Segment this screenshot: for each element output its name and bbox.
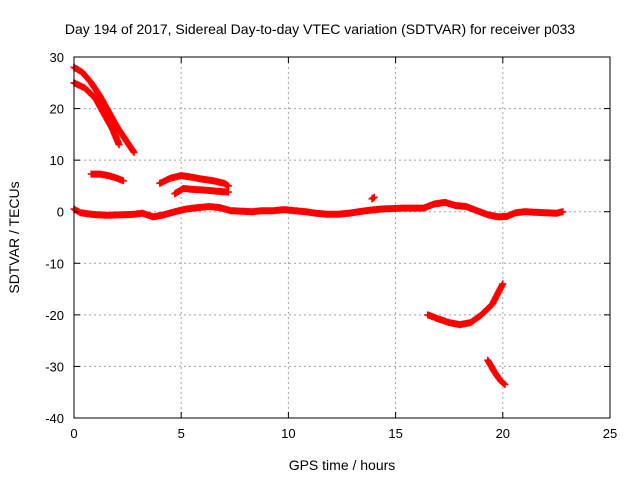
x-tick-label: 25 bbox=[603, 426, 617, 441]
x-tick-label: 20 bbox=[496, 426, 510, 441]
series-track-4 bbox=[156, 172, 232, 190]
y-tick-label: -10 bbox=[45, 256, 64, 271]
y-axis-label: SDTVAR / TECUs bbox=[6, 181, 22, 293]
data-point-markers bbox=[156, 172, 232, 190]
y-tick-label: 0 bbox=[57, 205, 64, 220]
x-tick-label: 5 bbox=[178, 426, 185, 441]
data-point-markers bbox=[171, 185, 232, 198]
data-point-markers bbox=[87, 170, 127, 185]
series-track-8 bbox=[424, 280, 507, 329]
data-point-markers bbox=[368, 193, 378, 203]
data-point-markers bbox=[484, 356, 509, 388]
y-tick-label: -30 bbox=[45, 359, 64, 374]
series-track-7 bbox=[368, 193, 378, 203]
series-track-5 bbox=[171, 185, 232, 198]
y-tick-label: 20 bbox=[50, 102, 64, 117]
data-point-markers bbox=[424, 280, 507, 329]
x-tick-label: 0 bbox=[70, 426, 77, 441]
x-tick-label: 15 bbox=[388, 426, 402, 441]
series-track-9 bbox=[484, 356, 509, 388]
y-tick-label: 30 bbox=[50, 50, 64, 65]
y-tick-label: -40 bbox=[45, 411, 64, 426]
y-tick-label: -20 bbox=[45, 308, 64, 323]
chart-title: Day 194 of 2017, Sidereal Day-to-day VTE… bbox=[65, 21, 575, 37]
x-tick-label: 10 bbox=[281, 426, 295, 441]
axis-tick-labels: 0 5 10 15 20 25 -40 -30 -20 -10 0 10 20 30 bbox=[45, 50, 617, 441]
x-axis-label: GPS time / hours bbox=[289, 457, 396, 473]
series-track-3 bbox=[87, 170, 127, 185]
y-tick-label: 10 bbox=[50, 153, 64, 168]
axis-ticks bbox=[73, 56, 611, 419]
data-points bbox=[70, 63, 567, 388]
plot-frame bbox=[73, 56, 611, 419]
